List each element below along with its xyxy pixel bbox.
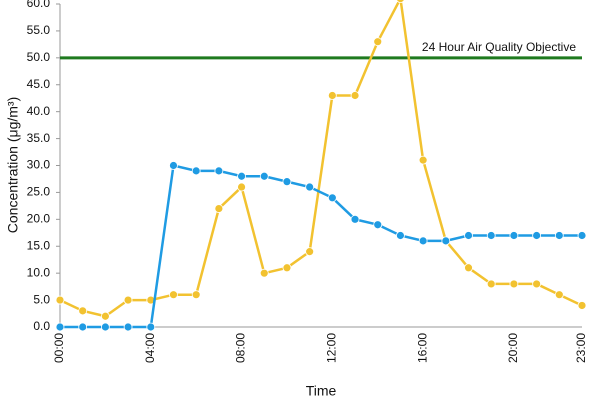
data-point [259,171,269,181]
data-point [418,236,428,246]
data-point [327,91,337,100]
data-point [169,161,178,170]
data-point [373,220,383,230]
data-point [373,37,383,47]
data-point [100,322,110,332]
data-point [191,290,201,300]
data-point [55,295,65,305]
data-point [305,247,315,257]
y-tick-label: 30.0 [27,158,51,172]
data-point [237,171,246,181]
y-tick-label: 50.0 [27,50,51,64]
data-point [532,279,542,289]
y-tick-label: 55.0 [27,23,51,37]
data-point [396,0,405,4]
data-point [486,279,496,289]
data-point [464,231,473,240]
x-tick-label: 16:00 [415,333,429,363]
data-point [327,193,337,203]
data-point [191,166,201,176]
data-point [214,204,224,213]
data-point [259,268,269,278]
data-point [441,236,451,246]
data-point [123,295,133,305]
y-tick-label: 35.0 [27,131,51,145]
data-point [554,231,564,240]
data-point [78,322,88,332]
data-point [237,182,246,192]
y-tick-label: 25.0 [27,185,51,199]
y-tick-label: 40.0 [27,104,51,118]
data-point [146,322,156,332]
y-tick-label: 5.0 [33,292,50,306]
y-tick-label: 0.0 [33,319,50,333]
data-point [214,166,224,176]
data-point [350,91,360,100]
y-tick-label: 45.0 [27,77,51,91]
x-tick-label: 23:00 [574,333,588,363]
data-point [532,231,542,240]
data-point [396,231,405,240]
data-point [350,214,360,224]
data-point [577,231,587,240]
data-point [282,177,292,187]
y-tick-label: 10.0 [27,265,51,279]
data-point [418,155,428,165]
x-tick-label: 00:00 [52,333,66,363]
data-point [486,231,496,240]
x-tick-label: 20:00 [506,333,520,363]
y-tick-label: 20.0 [27,212,51,226]
data-point [509,279,519,289]
data-point [100,311,110,321]
y-tick-label: 60.0 [27,0,51,10]
data-point [123,322,133,332]
data-point [509,231,519,240]
series-line [60,163,582,329]
y-tick-label: 15.0 [27,238,51,252]
y-axis-title: Concentration (μg/m³) [5,97,21,233]
data-point [554,290,564,300]
data-point [282,263,292,273]
x-tick-label: 08:00 [234,333,248,363]
data-point [78,306,88,316]
data-point [577,301,587,310]
data-point [169,290,178,300]
x-tick-label: 04:00 [143,333,157,363]
x-tick-label: 12:00 [325,333,339,363]
x-axis-title: Time [306,383,337,399]
data-point [464,263,473,273]
data-point [55,322,65,332]
data-point [305,182,315,192]
threshold-label: 24 Hour Air Quality Objective [422,40,576,54]
